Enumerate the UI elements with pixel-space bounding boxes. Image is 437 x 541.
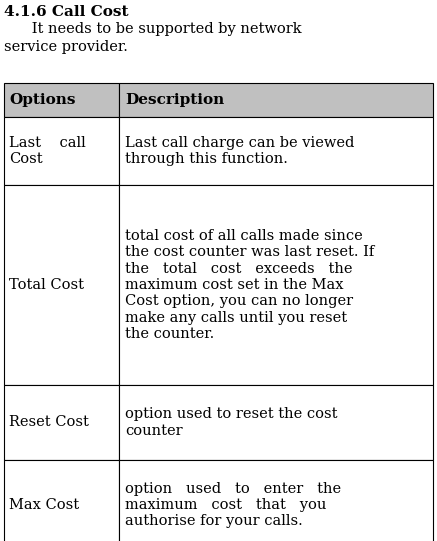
Text: the counter.: the counter. [125, 327, 214, 341]
Bar [119, 460, 433, 541]
Text: Cost option, you can no longer: Cost option, you can no longer [125, 294, 353, 308]
Text: Description: Description [125, 93, 224, 107]
Bar [119, 185, 433, 385]
Bar [119, 117, 433, 185]
Text: Max Cost: Max Cost [9, 498, 79, 512]
Text: Reset Cost: Reset Cost [9, 415, 89, 430]
Text: total cost of all calls made since: total cost of all calls made since [125, 229, 363, 243]
Bar [4, 117, 119, 185]
Text: It needs to be supported by network: It needs to be supported by network [4, 22, 302, 36]
Text: Last call charge can be viewed: Last call charge can be viewed [125, 136, 354, 150]
Text: option   used   to   enter   the: option used to enter the [125, 481, 341, 496]
Text: Options: Options [9, 93, 76, 107]
Text: Total Cost: Total Cost [9, 278, 84, 292]
Text: service provider.: service provider. [4, 40, 128, 54]
Text: maximum cost set in the Max: maximum cost set in the Max [125, 278, 343, 292]
Text: counter: counter [125, 424, 183, 438]
Text: authorise for your calls.: authorise for your calls. [125, 514, 303, 528]
Bar [119, 83, 433, 117]
Bar [4, 385, 119, 460]
Text: the cost counter was last reset. If: the cost counter was last reset. If [125, 246, 374, 260]
Text: make any calls until you reset: make any calls until you reset [125, 311, 347, 325]
Bar [4, 83, 119, 117]
Text: Cost: Cost [9, 152, 43, 166]
Bar [119, 385, 433, 460]
Text: Last    call: Last call [9, 136, 86, 150]
Text: the   total   cost   exceeds   the: the total cost exceeds the [125, 262, 353, 276]
Bar [4, 460, 119, 541]
Bar [4, 185, 119, 385]
Text: option used to reset the cost: option used to reset the cost [125, 407, 337, 421]
Text: through this function.: through this function. [125, 152, 288, 166]
Text: maximum   cost   that   you: maximum cost that you [125, 498, 326, 512]
Text: 4.1.6 Call Cost: 4.1.6 Call Cost [4, 5, 128, 19]
